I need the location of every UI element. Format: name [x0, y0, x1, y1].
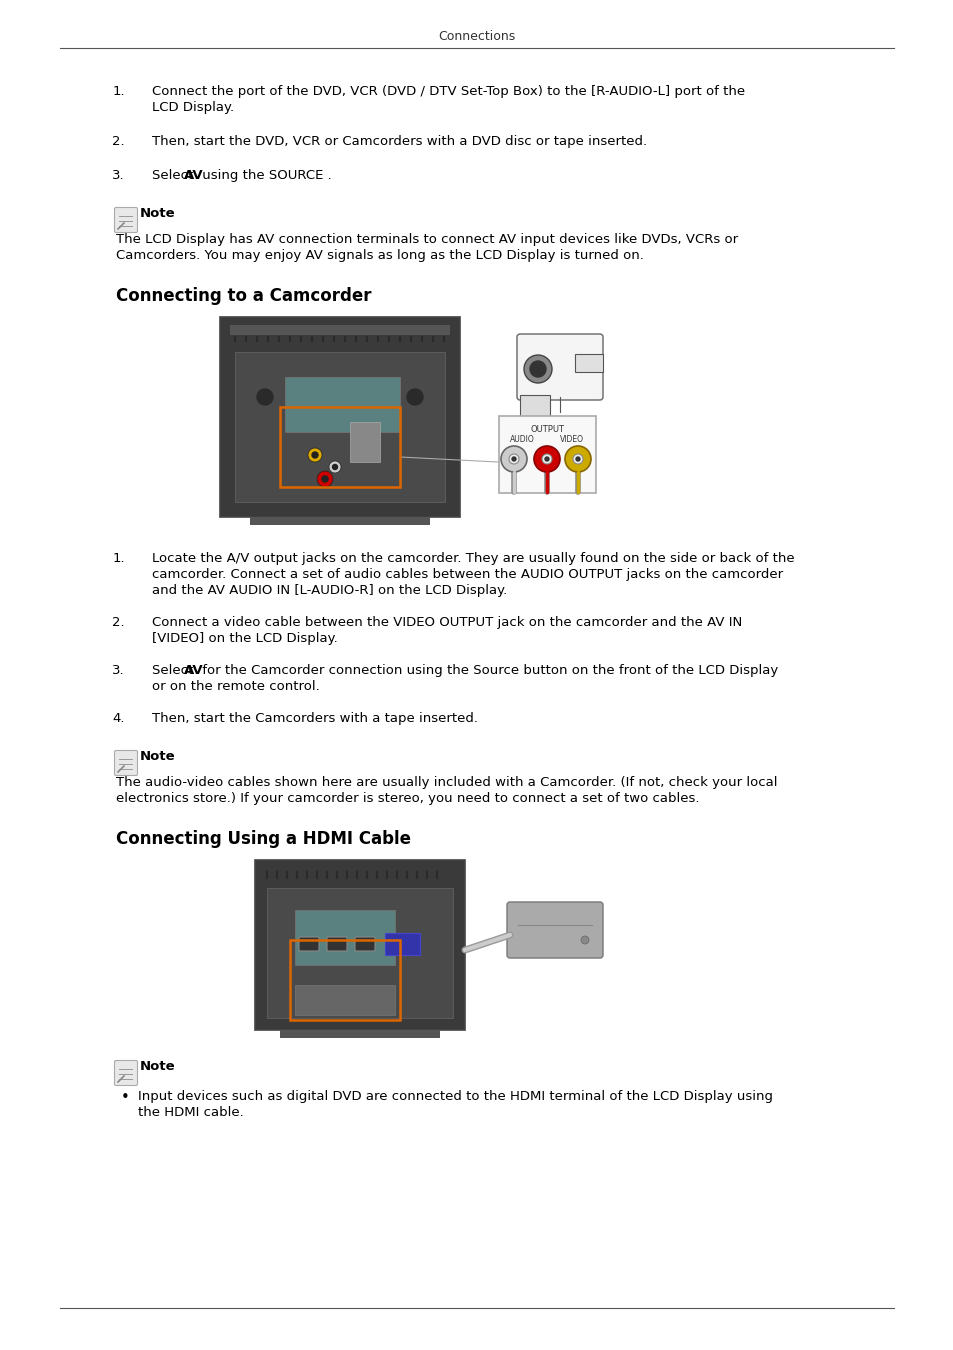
Bar [385, 933, 419, 954]
Text: or on the remote control.: or on the remote control. [152, 680, 319, 693]
Circle shape [316, 471, 333, 487]
Text: for the Camcorder connection using the Source button on the front of the LCD Dis: for the Camcorder connection using the S… [198, 664, 778, 676]
Text: Select: Select [152, 664, 197, 676]
Text: Note: Note [140, 207, 175, 220]
FancyBboxPatch shape [114, 208, 137, 232]
Circle shape [541, 454, 552, 464]
Text: the HDMI cable.: the HDMI cable. [138, 1106, 244, 1119]
Text: Note: Note [140, 1060, 175, 1073]
Text: Connect a video cable between the VIDEO OUTPUT jack on the camcorder and the AV : Connect a video cable between the VIDEO … [152, 616, 741, 629]
Text: 1.: 1. [112, 85, 125, 99]
Circle shape [580, 936, 588, 944]
Circle shape [512, 458, 516, 460]
Bar [267, 888, 453, 1018]
Circle shape [322, 477, 328, 482]
Circle shape [256, 389, 273, 405]
Bar [519, 396, 550, 417]
Text: Note: Note [140, 751, 175, 763]
Bar [575, 354, 602, 373]
Bar [250, 517, 430, 525]
Text: 4.: 4. [112, 711, 125, 725]
FancyBboxPatch shape [498, 416, 596, 493]
FancyBboxPatch shape [298, 937, 318, 950]
Text: using the SOURCE .: using the SOURCE . [198, 169, 332, 182]
Circle shape [564, 446, 590, 472]
Circle shape [333, 464, 337, 470]
Text: AV: AV [184, 169, 203, 182]
Bar [280, 406, 399, 487]
Bar [254, 860, 464, 1030]
Bar [350, 423, 379, 462]
Circle shape [544, 458, 548, 460]
Text: Then, start the DVD, VCR or Camcorders with a DVD disc or tape inserted.: Then, start the DVD, VCR or Camcorders w… [152, 135, 646, 148]
Text: Input devices such as digital DVD are connected to the HDMI terminal of the LCD : Input devices such as digital DVD are co… [138, 1089, 772, 1103]
Circle shape [312, 452, 317, 458]
Text: The LCD Display has AV connection terminals to connect AV input devices like DVD: The LCD Display has AV connection termin… [116, 234, 738, 246]
FancyBboxPatch shape [327, 937, 347, 950]
Bar [220, 317, 459, 517]
Circle shape [509, 454, 518, 464]
FancyBboxPatch shape [114, 751, 137, 775]
Text: 3.: 3. [112, 169, 125, 182]
Text: [VIDEO] on the LCD Display.: [VIDEO] on the LCD Display. [152, 632, 337, 645]
Text: OUTPUT: OUTPUT [530, 425, 564, 433]
Bar [285, 377, 399, 432]
Circle shape [500, 446, 526, 472]
Text: Connections: Connections [438, 30, 515, 43]
Text: VIDEO: VIDEO [559, 435, 583, 444]
Text: and the AV AUDIO IN [L-AUDIO-R] on the LCD Display.: and the AV AUDIO IN [L-AUDIO-R] on the L… [152, 585, 507, 597]
Text: 2.: 2. [112, 616, 125, 629]
Text: Select: Select [152, 169, 197, 182]
Bar [234, 352, 444, 502]
Circle shape [407, 389, 422, 405]
Text: LCD Display.: LCD Display. [152, 101, 233, 113]
Bar [280, 1030, 439, 1038]
Text: 1.: 1. [112, 552, 125, 566]
Text: Then, start the Camcorders with a tape inserted.: Then, start the Camcorders with a tape i… [152, 711, 477, 725]
Circle shape [573, 454, 582, 464]
Text: camcorder. Connect a set of audio cables between the AUDIO OUTPUT jacks on the c: camcorder. Connect a set of audio cables… [152, 568, 782, 580]
Bar [290, 940, 399, 1021]
Circle shape [530, 360, 545, 377]
Text: Connect the port of the DVD, VCR (DVD / DTV Set-Top Box) to the [R-AUDIO-L] port: Connect the port of the DVD, VCR (DVD / … [152, 85, 744, 99]
Bar [230, 325, 450, 335]
Text: Connecting to a Camcorder: Connecting to a Camcorder [116, 288, 371, 305]
Circle shape [523, 355, 552, 383]
Text: AV: AV [184, 664, 203, 676]
Text: 2.: 2. [112, 135, 125, 148]
Text: AUDIO: AUDIO [509, 435, 534, 444]
FancyBboxPatch shape [517, 333, 602, 400]
Bar [294, 986, 395, 1015]
Circle shape [534, 446, 559, 472]
Circle shape [576, 458, 579, 460]
Circle shape [329, 460, 340, 472]
Text: 3.: 3. [112, 664, 125, 676]
Text: •: • [121, 1089, 130, 1106]
Text: Connecting Using a HDMI Cable: Connecting Using a HDMI Cable [116, 830, 411, 848]
Text: The audio-video cables shown here are usually included with a Camcorder. (If not: The audio-video cables shown here are us… [116, 776, 777, 788]
FancyBboxPatch shape [506, 902, 602, 958]
FancyBboxPatch shape [114, 1061, 137, 1085]
Text: Locate the A/V output jacks on the camcorder. They are usually found on the side: Locate the A/V output jacks on the camco… [152, 552, 794, 566]
FancyBboxPatch shape [355, 937, 375, 950]
Circle shape [308, 448, 322, 462]
Text: Camcorders. You may enjoy AV signals as long as the LCD Display is turned on.: Camcorders. You may enjoy AV signals as … [116, 248, 643, 262]
Text: electronics store.) If your camcorder is stereo, you need to connect a set of tw: electronics store.) If your camcorder is… [116, 792, 699, 805]
Bar [294, 910, 395, 965]
